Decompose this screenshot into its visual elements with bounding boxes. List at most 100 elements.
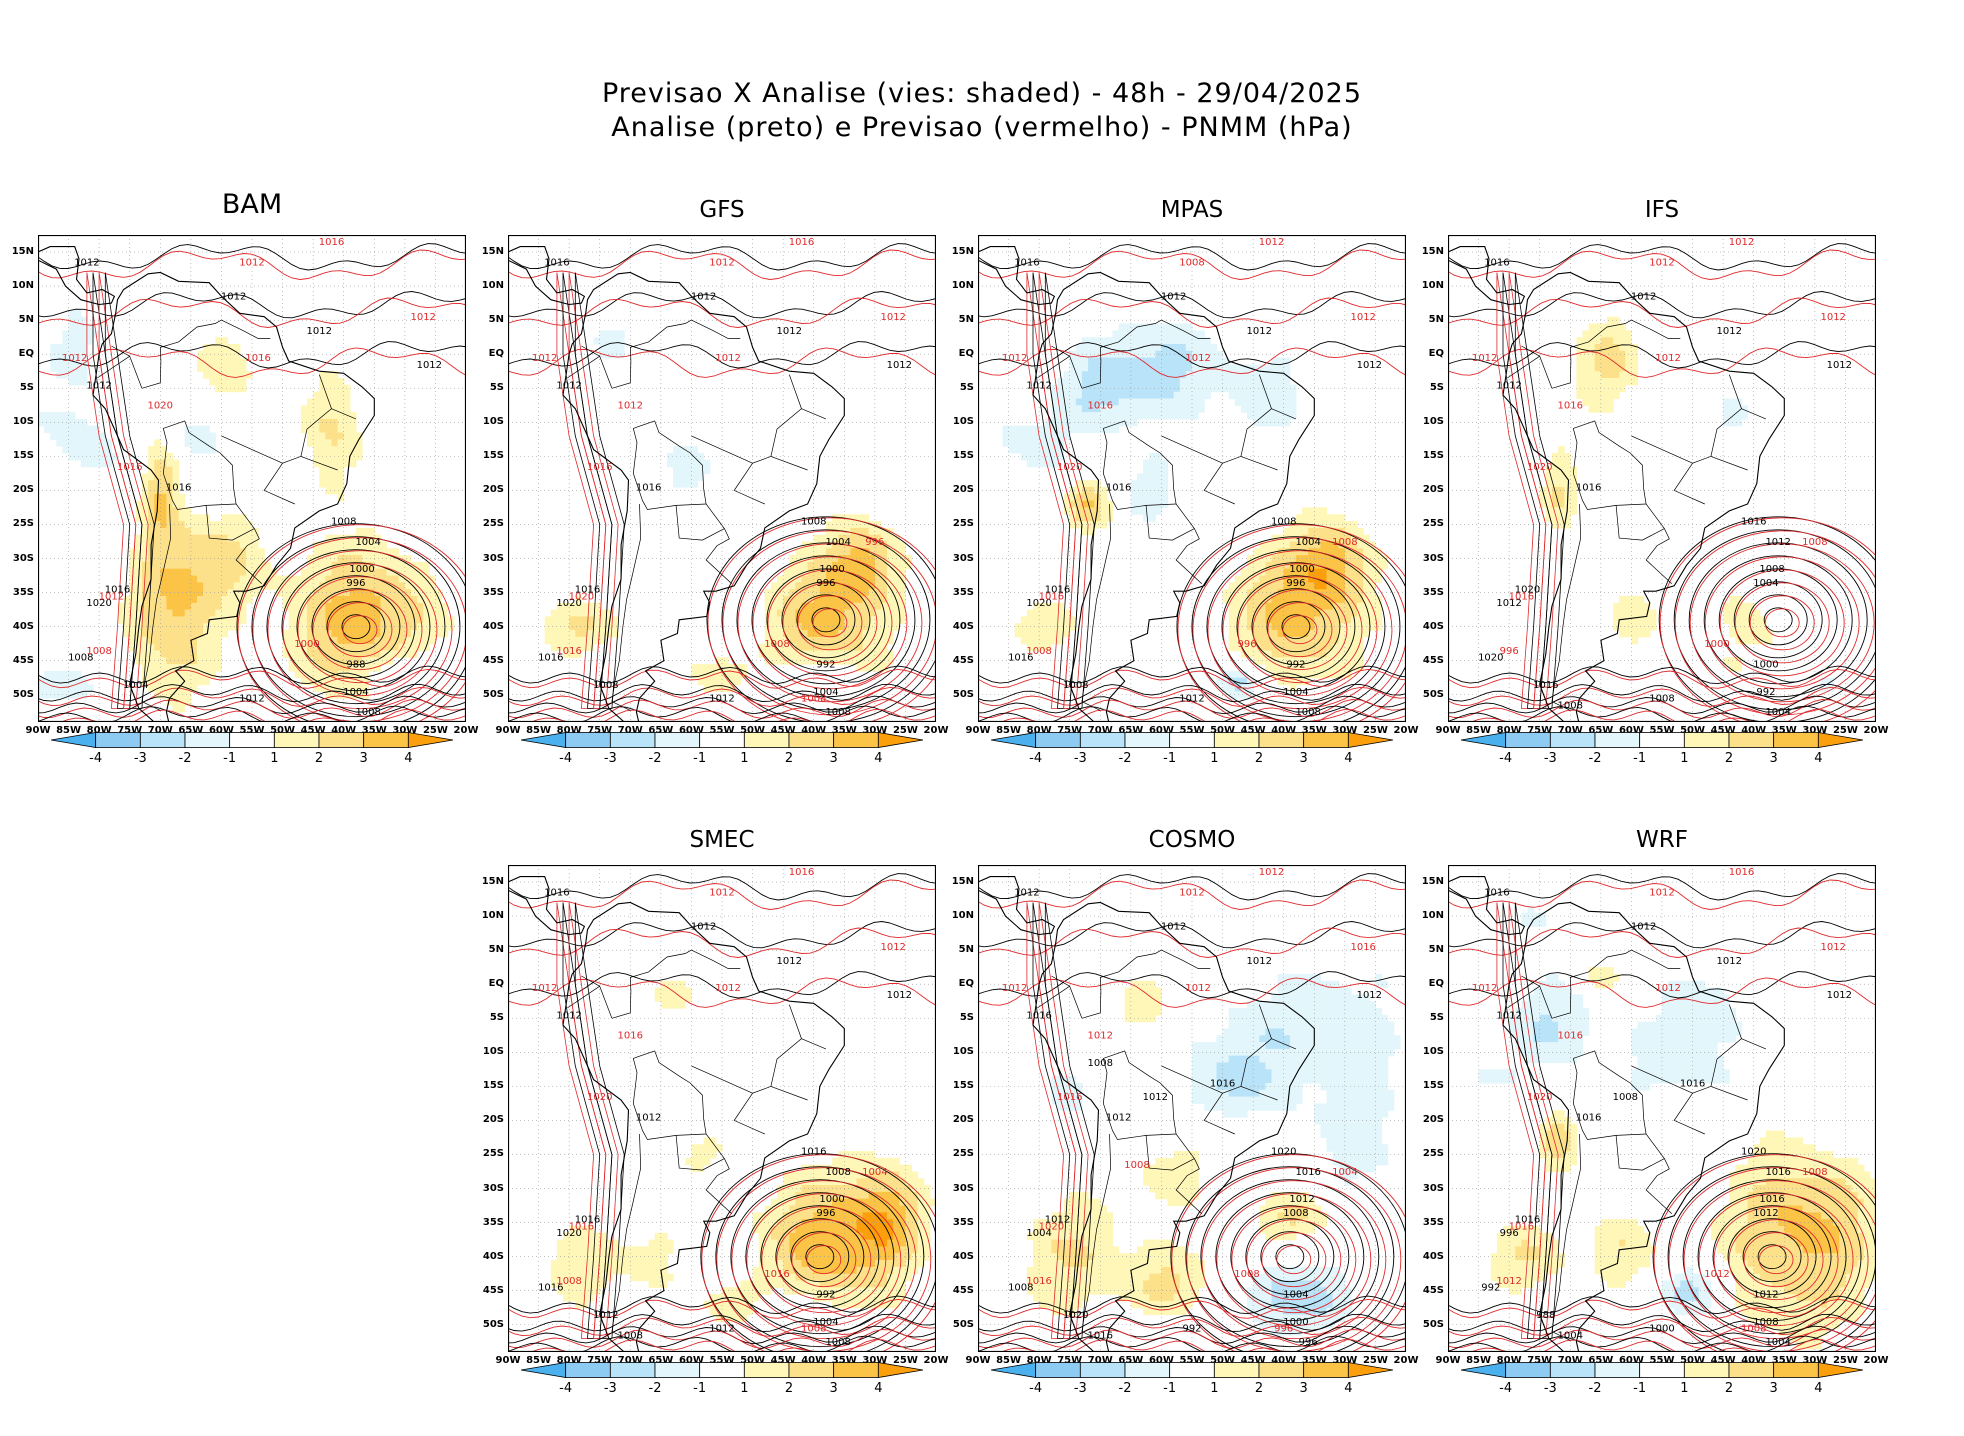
analysis-isobar <box>1712 1205 1832 1309</box>
lat-tick-label: 10S <box>952 416 974 428</box>
lat-tick-label: 10N <box>951 280 974 292</box>
map-frame <box>978 235 1406 722</box>
lat-tick-label: 20S <box>952 1114 974 1126</box>
map-area: 1016 1012 1012 1012 1012 1016 1016 1020 1016 1016… <box>1422 865 1888 1366</box>
analysis-isobar <box>1682 1179 1862 1335</box>
analysis-label: 1012 <box>1496 380 1521 391</box>
analysis-label: 1016 <box>575 1215 600 1226</box>
lon-tick-label: 50W <box>1210 1355 1236 1366</box>
panel-title: MPAS <box>1160 197 1224 223</box>
colorbar-swatch <box>1303 732 1349 748</box>
colorbar-label: -4 <box>1499 1381 1513 1396</box>
lat-tick-label: 40S <box>952 620 974 632</box>
lon-tick-label: 85W <box>526 725 552 736</box>
colorbar-label: 2 <box>1254 751 1264 766</box>
analysis-label: 1012 <box>1496 1010 1521 1021</box>
lon-tick-label: 75W <box>1527 725 1553 736</box>
lon-tick-label: 20W <box>453 725 479 736</box>
forecast-isobar <box>1683 1180 1869 1340</box>
analysis-label: 1004 <box>1283 687 1308 698</box>
lon-tick-label: 70W <box>147 725 173 736</box>
analysis-label: 1016 <box>544 258 569 269</box>
forecast-isobar <box>267 550 453 710</box>
analysis-isobar <box>1658 516 1876 722</box>
forecast-label: 1004 <box>862 1167 887 1178</box>
forecast-label: 1004 <box>1332 1167 1357 1178</box>
lat-tick-label: EQ <box>488 348 504 360</box>
analysis-label: 1012 <box>709 694 734 705</box>
lat-tick-label: 5N <box>1428 314 1444 326</box>
colorbar-swatch <box>788 1362 835 1378</box>
forecast-isobar <box>1698 1193 1854 1327</box>
analysis-label: 1008 <box>1008 1283 1033 1294</box>
colorbar-label: 1 <box>1680 1381 1689 1396</box>
analysis-label: 1016 <box>1045 585 1070 596</box>
isobars <box>508 873 936 1352</box>
analysis-isobar <box>1275 1244 1305 1270</box>
analysis-label: 1000 <box>1649 1324 1674 1335</box>
lon-tick-label: 75W <box>1527 1355 1553 1366</box>
lat-tick-label: 30S <box>1422 1182 1444 1194</box>
lat-tick-label: 5N <box>958 944 974 956</box>
lat-tick-label: 15N <box>481 876 504 888</box>
forecast-label: 1008 <box>1234 1269 1259 1280</box>
analysis-isobar <box>1748 594 1808 646</box>
lon-tick-label: 60W <box>678 1355 704 1366</box>
lon-tick-label: 20W <box>1863 725 1889 736</box>
lon-tick-label: 35W <box>1771 725 1797 736</box>
forecast-isobar <box>1231 1206 1357 1314</box>
forecast-label: 1008 <box>801 1324 826 1335</box>
analysis-label: 1012 <box>74 258 99 269</box>
forecast-label: 1016 <box>1509 591 1534 602</box>
lat-tick-label: 45S <box>952 1284 974 1296</box>
lat-tick-label: 40S <box>1422 1250 1444 1262</box>
lat-tick-label: 5S <box>19 382 34 394</box>
lat-tick-label: EQ <box>1428 348 1444 360</box>
isobars <box>1448 873 1876 1352</box>
map-area: 1012 1012 1012 1012 1012 1016 1016 1008 1004 1000… <box>12 235 478 736</box>
colorbar-swatch <box>788 732 835 748</box>
colorbar-label: -3 <box>1073 1381 1087 1396</box>
lat-tick-label: 40S <box>482 1250 504 1262</box>
lat-tick-label: 10S <box>12 416 34 428</box>
forecast-isobar <box>1653 1154 1876 1352</box>
map-svg: 1016101210121012101210161016100810041000… <box>978 235 1406 722</box>
analysis-label: 988 <box>1536 1310 1555 1321</box>
lat-tick-label: 25S <box>482 1148 504 1160</box>
lat-tick-label: 50S <box>1422 1318 1444 1330</box>
lon-tick-label: 25W <box>1362 725 1388 736</box>
forecast-label: 1008 <box>801 694 826 705</box>
panel-title: COSMO <box>1148 827 1236 853</box>
forecast-label: 1020 <box>569 591 594 602</box>
forecast-isobar <box>237 524 466 722</box>
forecast-label: 1012 <box>532 983 557 994</box>
colorbar-swatch <box>699 1362 745 1378</box>
colorbar <box>991 732 1393 748</box>
colorbar-swatch <box>654 1362 701 1378</box>
analysis-label: 1020 <box>1478 653 1503 664</box>
forecast-isobar <box>1276 1245 1312 1275</box>
colorbar-swatch <box>1079 732 1126 748</box>
forecast-label: 1012 <box>1729 237 1754 248</box>
analysis-label: 1000 <box>349 564 374 575</box>
forecast-label: 1016 <box>556 646 581 657</box>
analysis-isobar <box>706 516 936 722</box>
lat-tick-label: 50S <box>1422 688 1444 700</box>
lat-tick-label: 5S <box>1429 1012 1444 1024</box>
isobars <box>978 873 1406 1352</box>
lat-tick-label: 35S <box>952 586 974 598</box>
borders <box>1037 949 1297 1341</box>
coastline <box>978 876 1315 1352</box>
analysis-isobar <box>1206 549 1386 705</box>
lat-tick-label: 5S <box>959 382 974 394</box>
lat-tick-label: 20S <box>1422 1114 1444 1126</box>
colorbar <box>51 732 453 748</box>
colorbar-swatch <box>877 1362 923 1378</box>
analysis-label: 988 <box>346 660 365 671</box>
analysis-label: 992 <box>1756 687 1775 698</box>
colorbar-label: -2 <box>1118 1381 1132 1396</box>
analysis-label: 1004 <box>1558 1330 1583 1341</box>
analysis-isobar <box>766 568 886 672</box>
lon-tick-label: 80W <box>1496 1355 1522 1366</box>
colorbar-label: 3 <box>1299 751 1308 766</box>
